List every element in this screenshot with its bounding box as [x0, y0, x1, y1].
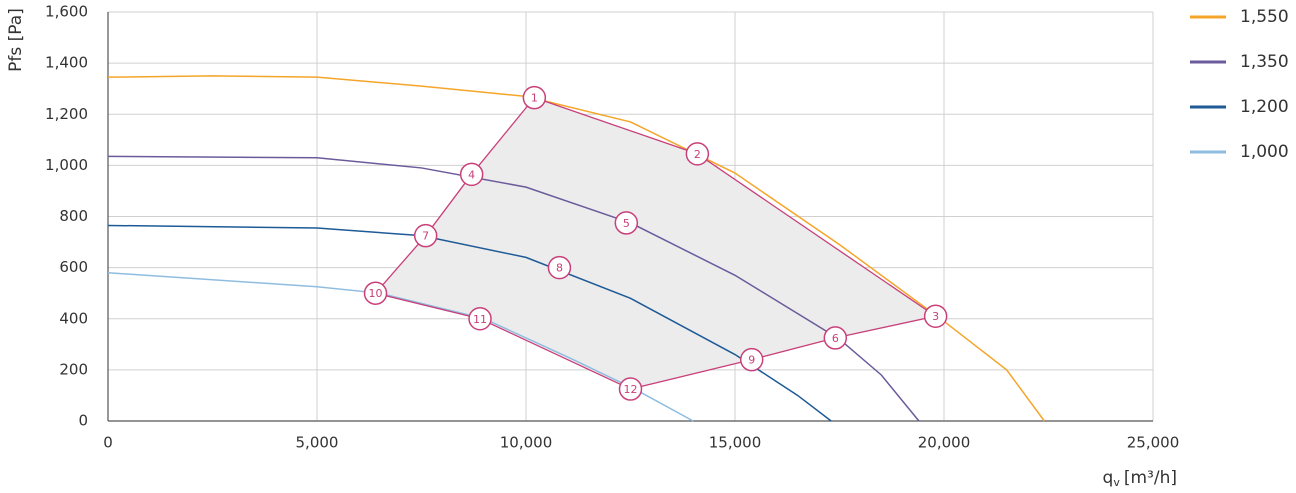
- fan-curve: [107, 75, 1045, 422]
- y-tick-label: 800: [59, 207, 88, 225]
- point-label: 6: [832, 332, 839, 345]
- legend-label: 1,200: [1240, 97, 1289, 117]
- operating-point: [363, 281, 388, 305]
- x-tick-label: 25,000: [1127, 434, 1180, 452]
- legend-label: 1,000: [1240, 142, 1289, 162]
- operating-point: [739, 347, 764, 372]
- operating-point: [823, 326, 848, 350]
- y-tick-label: 1,200: [45, 105, 88, 123]
- point-label: 5: [623, 217, 630, 230]
- x-label-unit: [m³/h]: [1124, 468, 1177, 488]
- x-tick-label: 0: [103, 434, 113, 452]
- operating-point: [685, 142, 710, 166]
- x-label-main: q: [1103, 468, 1114, 488]
- y-tick-label: 400: [59, 309, 88, 327]
- point-label: 12: [624, 383, 638, 396]
- y-tick-label: 0: [78, 412, 88, 430]
- operating-point: [468, 307, 492, 331]
- point-label: 8: [556, 262, 563, 275]
- x-axis-label: qv [m³/h]: [1103, 468, 1177, 489]
- x-tick-label: 20,000: [918, 434, 971, 452]
- operating-point: [413, 223, 438, 248]
- point-label: 3: [932, 310, 939, 323]
- operating-region: [375, 97, 936, 390]
- y-tick-label: 1,000: [45, 156, 88, 174]
- point-label: 11: [473, 313, 487, 326]
- x-tick-label: 15,000: [709, 434, 762, 452]
- operating-point: [923, 304, 948, 328]
- y-axis-label: Pfs [Pa]: [6, 8, 26, 72]
- y-tick-label: 600: [59, 258, 88, 276]
- point-label: 10: [369, 287, 383, 300]
- operating-point: [614, 211, 639, 235]
- fan-curve: [107, 224, 832, 422]
- operating-point: [618, 377, 643, 401]
- y-tick-label: 1,400: [45, 54, 88, 72]
- legend-label: 1,550: [1240, 7, 1289, 27]
- operating-point: [459, 162, 484, 187]
- point-label: 1: [531, 92, 538, 105]
- point-label: 4: [468, 168, 475, 181]
- x-label-sub: v: [1113, 476, 1120, 489]
- operating-point: [547, 255, 572, 280]
- y-tick-label: 200: [59, 360, 88, 378]
- operating-point: [522, 85, 547, 110]
- legend-label: 1,350: [1240, 52, 1289, 72]
- x-tick-label: 10,000: [500, 434, 553, 452]
- point-label: 2: [694, 148, 701, 161]
- point-label: 9: [748, 354, 755, 367]
- point-label: 7: [422, 230, 429, 243]
- x-tick-label: 5,000: [296, 434, 339, 452]
- y-tick-label: 1,600: [45, 3, 88, 21]
